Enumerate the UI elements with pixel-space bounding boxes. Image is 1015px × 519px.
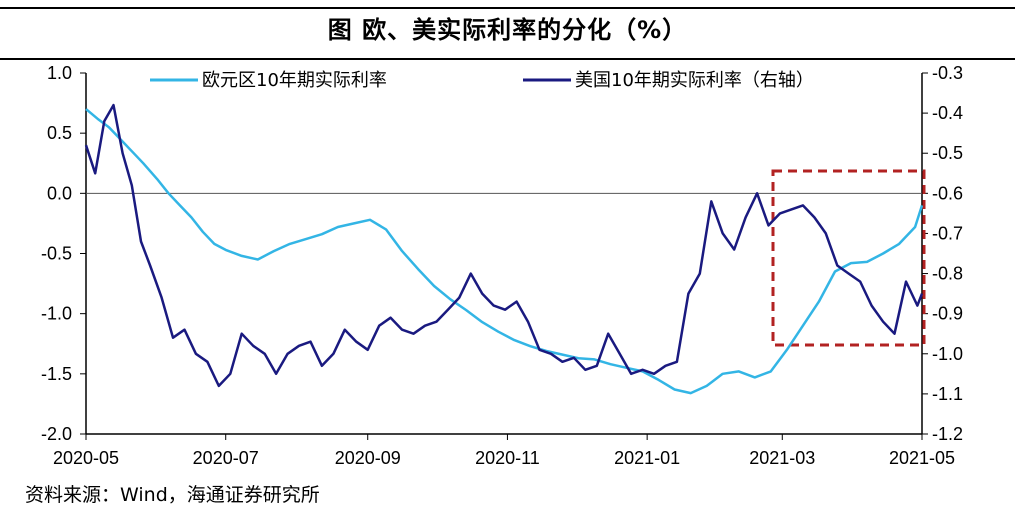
right-tick-label: -0.3 (932, 63, 963, 83)
title-bottom-rule (0, 58, 1015, 60)
x-tick-label: 2020-09 (335, 448, 401, 468)
left-tick-label: -2.0 (41, 424, 72, 444)
x-tick-label: 2020-05 (53, 448, 119, 468)
right-tick-label: -0.7 (932, 223, 963, 243)
chart-title: 图 欧、美实际利率的分化（%） (327, 16, 688, 44)
x-tick-label: 2021-05 (889, 448, 955, 468)
right-tick-label: -1.2 (932, 424, 963, 444)
right-tick-label: -0.9 (932, 304, 963, 324)
us-real-rate-line (84, 103, 924, 388)
left-tick-label: 1.0 (47, 63, 72, 83)
legend-euro-label: 欧元区10年期实际利率 (202, 70, 387, 91)
euro-real-rate-line (85, 108, 924, 395)
right-tick-label: -0.5 (932, 143, 963, 163)
right-tick-label: -1.1 (932, 384, 963, 404)
left-tick-label: 0.5 (47, 123, 72, 143)
title-top-rule (0, 7, 1015, 9)
right-tick-label: -0.4 (932, 103, 963, 123)
highlight-box (771, 169, 926, 347)
left-tick-label: -0.5 (41, 244, 72, 264)
source-note: 资料来源：Wind，海通证券研究所 (25, 484, 320, 506)
left-tick-label: -1.0 (41, 304, 72, 324)
left-tick-label: 0.0 (47, 183, 72, 203)
right-tick-label: -0.8 (932, 264, 963, 284)
right-tick-label: -1.0 (932, 344, 963, 364)
x-tick-label: 2021-01 (614, 448, 680, 468)
legend-us-label: 美国10年期实际利率（右轴） (575, 70, 814, 91)
right-tick-label: -0.6 (932, 183, 963, 203)
x-tick-label: 2020-07 (193, 448, 259, 468)
x-tick-label: 2021-03 (749, 448, 815, 468)
left-tick-label: -1.5 (41, 364, 72, 384)
x-tick-label: 2020-11 (475, 448, 540, 468)
title-bar: 图 欧、美实际利率的分化（%） (0, 0, 1015, 62)
